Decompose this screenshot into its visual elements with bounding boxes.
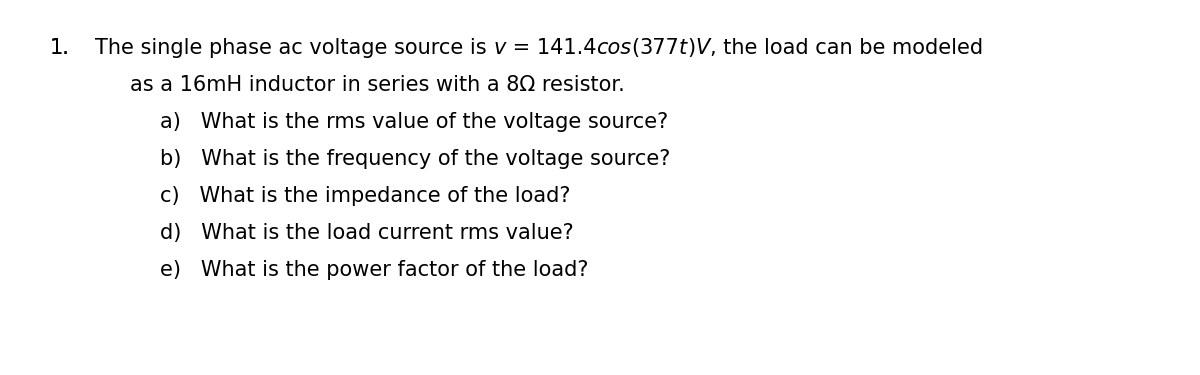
Text: = 141.4: = 141.4 — [505, 38, 596, 58]
Text: t: t — [679, 38, 688, 58]
Text: 1.: 1. — [50, 38, 70, 58]
Text: The single phase ac voltage source is: The single phase ac voltage source is — [95, 38, 493, 58]
Text: as a 16mH inductor in series with a 8Ω resistor.: as a 16mH inductor in series with a 8Ω r… — [130, 75, 625, 95]
Text: 1.: 1. — [50, 38, 70, 58]
Text: c)   What is the impedance of the load?: c) What is the impedance of the load? — [160, 186, 570, 206]
Text: V: V — [695, 38, 709, 58]
Text: 377: 377 — [640, 38, 679, 58]
Text: v: v — [493, 38, 505, 58]
Text: e)   What is the power factor of the load?: e) What is the power factor of the load? — [160, 260, 588, 280]
Text: (: ( — [631, 38, 640, 58]
Text: cos: cos — [596, 38, 631, 58]
Text: b)   What is the frequency of the voltage source?: b) What is the frequency of the voltage … — [160, 149, 671, 169]
Text: a)   What is the rms value of the voltage source?: a) What is the rms value of the voltage … — [160, 112, 668, 132]
Text: d)   What is the load current rms value?: d) What is the load current rms value? — [160, 223, 574, 243]
Text: ): ) — [688, 38, 695, 58]
Text: , the load can be modeled: , the load can be modeled — [709, 38, 983, 58]
